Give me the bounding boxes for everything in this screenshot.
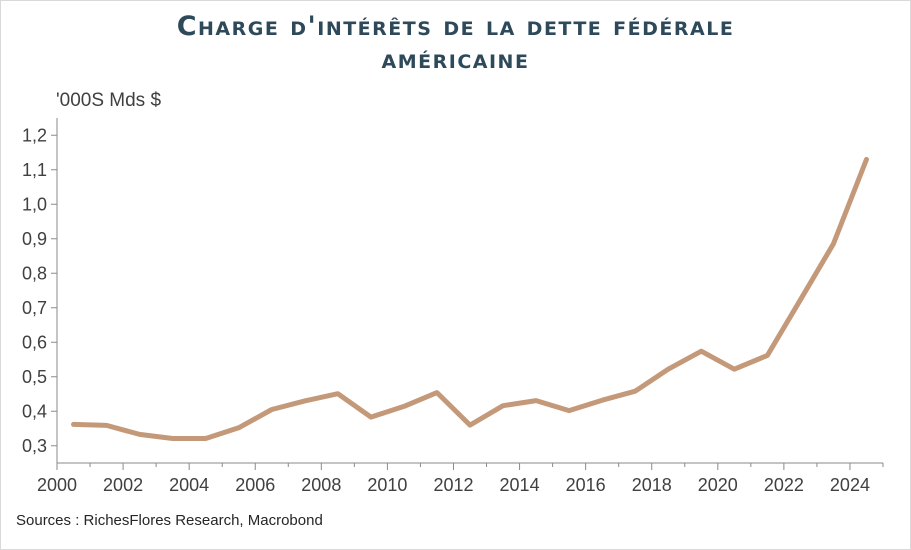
y-tick-label: 0,6 <box>22 332 47 352</box>
chart-title-line2: américaine <box>381 44 530 75</box>
x-tick-label: 2012 <box>433 475 473 495</box>
y-tick-label: 1,2 <box>22 125 47 145</box>
y-tick-label: 1,0 <box>22 194 47 214</box>
axes <box>56 118 883 464</box>
x-tick-label: 2004 <box>169 475 209 495</box>
y-tick-label: 0,5 <box>22 367 47 387</box>
series-group <box>71 156 869 441</box>
x-tick-label: 2024 <box>830 475 870 495</box>
x-tick-label: 2022 <box>764 475 804 495</box>
y-tick-label: 1,1 <box>22 160 47 180</box>
source-note: Sources : RichesFlores Research, Macrobo… <box>16 512 323 529</box>
x-tick-label: 2002 <box>103 475 143 495</box>
series-line <box>71 156 869 441</box>
x-tick-label: 2000 <box>37 475 77 495</box>
x-tick-label: 2014 <box>500 475 540 495</box>
ticks: 0,3 0,4 0,5 0,6 0,7 0,8 0,9 1,0 1,1 1,2 2000 2002 20… <box>22 125 884 495</box>
chart-title: Charge d'intérêts de la dette fédérale a… <box>0 10 911 76</box>
y-axis-unit-label: '000S Mds $ <box>56 90 162 111</box>
y-tick-label: 0,7 <box>22 298 47 318</box>
x-tick-label: 2016 <box>566 475 606 495</box>
y-tick-label: 0,9 <box>22 229 47 249</box>
y-tick-label: 0,4 <box>22 401 47 421</box>
x-tick-label: 2010 <box>367 475 407 495</box>
x-tick-label: 2018 <box>632 475 672 495</box>
x-tick-label: 2006 <box>235 475 275 495</box>
chart-title-line1: Charge d'intérêts de la dette fédérale <box>176 11 735 42</box>
y-tick-label: 0,8 <box>22 263 47 283</box>
y-tick-label: 0,3 <box>22 436 47 456</box>
x-tick-label: 2008 <box>301 475 341 495</box>
x-tick-label: 2020 <box>698 475 738 495</box>
